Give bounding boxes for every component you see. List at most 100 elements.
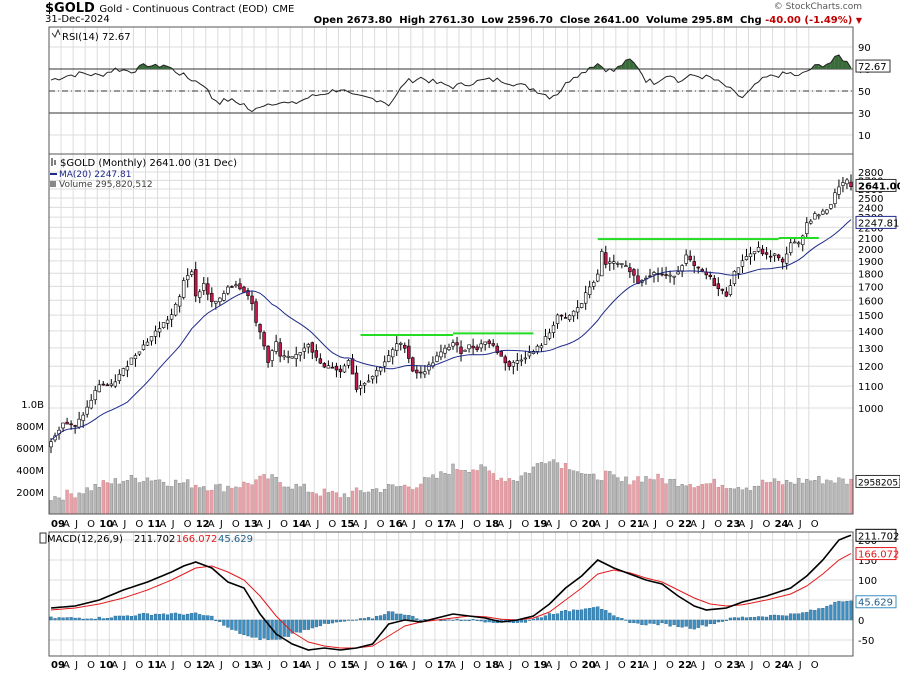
macd-histogram-bar <box>125 615 129 621</box>
volume-bar <box>314 493 318 515</box>
candle-body <box>547 332 552 339</box>
candle-body <box>732 270 737 285</box>
volume-bar <box>153 479 158 515</box>
time-axis-label: 11 <box>147 660 161 671</box>
candle-body <box>620 263 624 265</box>
macd-histogram-bar <box>246 619 250 637</box>
macd-histogram-bar <box>455 618 459 621</box>
time-axis-label: 14 <box>292 660 306 671</box>
volume-bar <box>676 486 680 515</box>
macd-histogram-bar <box>133 615 138 621</box>
macd-histogram-bar <box>242 619 246 635</box>
candle-body <box>632 269 636 276</box>
candle-body <box>306 344 310 348</box>
candle-body <box>801 235 805 245</box>
macd-histogram-bar <box>322 619 326 624</box>
candle-body <box>427 364 431 371</box>
volume-bar <box>559 468 564 515</box>
macd-histogram-bar <box>463 619 467 621</box>
candle-body <box>246 290 250 296</box>
time-axis-label: 15 <box>340 660 354 671</box>
time-axis-label: O <box>666 519 674 530</box>
volume-bar <box>81 493 85 515</box>
volume-bar <box>266 478 270 515</box>
candle-body <box>688 255 692 261</box>
macd-histogram-bar <box>338 619 343 622</box>
volume-bar <box>768 481 773 515</box>
candle-body <box>756 246 761 252</box>
volume-bar <box>479 464 483 515</box>
macd-tick-label: -50 <box>858 636 874 647</box>
candle-body <box>370 376 375 380</box>
time-axis-label: A <box>449 519 456 530</box>
time-axis-label: O <box>87 660 95 671</box>
volume-bar <box>234 486 238 515</box>
candle-body <box>567 315 572 321</box>
candle-body <box>672 275 676 278</box>
volume-bar <box>182 482 186 515</box>
candle-body <box>153 330 158 337</box>
macd-histogram-bar <box>837 600 841 621</box>
macd-histogram-bar <box>616 617 620 621</box>
volume-bar <box>350 490 355 515</box>
volume-bar <box>226 485 230 515</box>
candle-body <box>222 293 226 301</box>
rsi-overbought-fill <box>838 54 843 69</box>
rsi-tick-label: 50 <box>858 87 871 98</box>
hist-legend-value: 45.629 <box>218 534 253 545</box>
candle-body <box>539 345 544 349</box>
volume-bar <box>419 483 423 515</box>
macd-histogram-bar <box>604 610 608 621</box>
time-axis-label: A <box>738 519 745 530</box>
rsi-overbought-fill <box>621 60 626 69</box>
candle-body <box>262 332 266 347</box>
time-axis-label: O <box>521 660 529 671</box>
volume-bar <box>772 478 777 515</box>
candle-body <box>463 349 467 352</box>
macd-histogram-bar <box>77 617 81 621</box>
macd-histogram-bar <box>805 612 809 621</box>
volume-bar <box>515 481 519 515</box>
volume-bar <box>507 478 511 515</box>
time-axis-label: J <box>267 660 271 671</box>
volume-bar <box>342 493 347 515</box>
volume-bar <box>65 489 69 515</box>
macd-histogram-bar <box>809 609 813 621</box>
macd-histogram-bar <box>712 619 716 625</box>
candle-body <box>503 356 507 364</box>
time-axis-label: A <box>497 519 504 530</box>
macd-histogram-bar <box>290 619 294 634</box>
candle-body <box>712 278 717 286</box>
volume-bar <box>801 482 805 515</box>
volume-bar <box>797 477 801 515</box>
volume-bar <box>487 470 491 515</box>
volume-bar <box>604 470 608 515</box>
volume-bar <box>849 478 853 515</box>
macd-histogram-bar <box>81 618 85 621</box>
ticker-symbol[interactable]: $GOLD <box>45 1 95 16</box>
macd-histogram-bar <box>186 613 190 621</box>
macd-histogram-bar <box>849 600 853 621</box>
macd-histogram-bar <box>149 614 154 621</box>
candle-body <box>724 291 729 297</box>
volume-bar <box>527 473 532 515</box>
volume-bar <box>612 474 616 515</box>
time-axis-label: O <box>377 519 385 530</box>
candle-body <box>684 254 688 264</box>
macd-histogram-bar <box>411 615 415 621</box>
candle-body <box>270 350 274 361</box>
time-axis-label: A <box>787 519 794 530</box>
volume-bar <box>286 486 290 515</box>
volume-bar <box>491 473 495 515</box>
macd-histogram-bar <box>342 619 347 622</box>
volume-bar <box>346 497 351 515</box>
candle-body <box>89 399 93 409</box>
candle-body <box>49 441 53 448</box>
macd-histogram-bar <box>391 611 395 621</box>
time-axis-label: A <box>256 519 263 530</box>
macd-histogram-bar <box>688 619 692 629</box>
volume-bar <box>366 491 371 515</box>
volume-bar <box>841 478 845 515</box>
time-axis-label: O <box>425 660 433 671</box>
